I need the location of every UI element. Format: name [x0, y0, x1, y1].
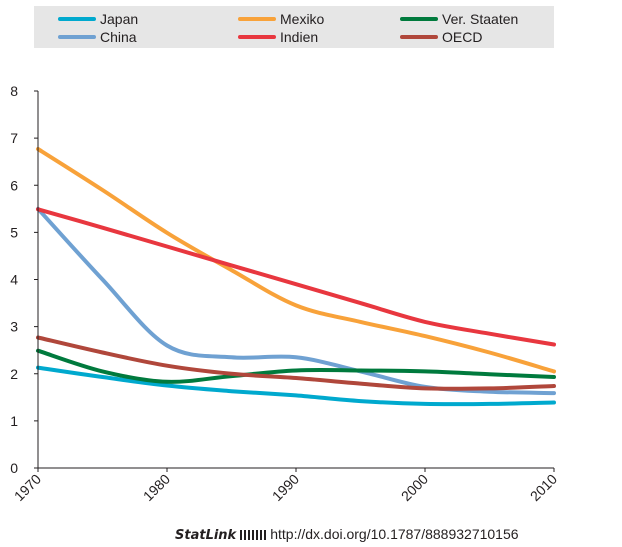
y-tick-label: 2: [10, 366, 18, 382]
series-layer: [36, 147, 556, 407]
legend-swatch-oecd: [400, 35, 438, 39]
series-line-oecd: [36, 335, 556, 391]
legend-swatch-japan: [58, 17, 96, 21]
statlink-icon: [240, 530, 267, 541]
x-tick-label: 1990: [269, 471, 302, 504]
legend-swatch-china: [58, 35, 96, 39]
chart-legend: Japan Mexiko Ver. Staaten China Indien O…: [34, 6, 554, 48]
statlink-footer[interactable]: StatLink http://dx.doi.org/10.1787/888932…: [175, 526, 519, 543]
y-tick-label: 7: [10, 130, 18, 146]
y-tick-label: 1: [10, 413, 18, 429]
legend-swatch-ver-staaten: [400, 17, 438, 21]
legend-label-oecd: OECD: [442, 29, 483, 45]
x-tick-label: 1980: [140, 471, 173, 504]
legend-label-ver-staaten: Ver. Staaten: [442, 11, 519, 27]
legend-item-oecd: OECD: [400, 29, 482, 45]
legend-item-mexiko: Mexiko: [238, 11, 324, 27]
legend-item-japan: Japan: [58, 11, 138, 27]
y-tick-label: 3: [10, 319, 18, 335]
legend-item-indien: Indien: [238, 29, 318, 45]
x-tick-label: 2000: [398, 471, 431, 504]
y-tick-label: 6: [10, 177, 18, 193]
y-tick-label: 8: [10, 83, 18, 99]
y-tick-label: 4: [10, 272, 18, 288]
legend-item-china: China: [58, 29, 137, 45]
series-line-ver-staaten: [36, 348, 556, 384]
legend-item-ver-staaten: Ver. Staaten: [400, 11, 518, 27]
legend-label-indien: Indien: [280, 29, 319, 45]
x-tick-label: 2010: [527, 471, 560, 504]
statlink-url[interactable]: http://dx.doi.org/10.1787/888932710156: [270, 526, 519, 542]
y-tick-label: 5: [10, 224, 18, 240]
legend-label-china: China: [100, 29, 137, 45]
series-line-mexiko: [36, 147, 556, 374]
legend-label-mexiko: Mexiko: [280, 11, 325, 27]
y-tick-label: 0: [10, 460, 18, 476]
legend-swatch-indien: [238, 35, 276, 39]
series-line-japan: [36, 365, 556, 407]
legend-label-japan: Japan: [100, 11, 139, 27]
series-line-china: [36, 206, 556, 396]
series-line-indien: [36, 207, 556, 347]
legend-swatch-mexiko: [238, 17, 276, 21]
statlink-brand: StatLink: [175, 528, 237, 543]
